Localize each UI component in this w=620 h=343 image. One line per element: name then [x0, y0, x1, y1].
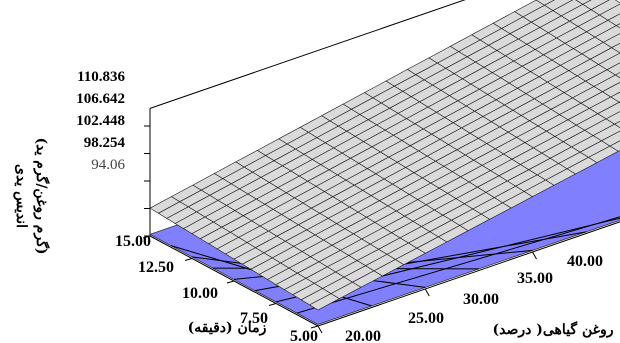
oil-tick-mark: [317, 325, 323, 334]
time-tick-label: 5.00: [290, 328, 318, 343]
oil-axis-ticks: 20.00 25.00 30.00 35.00 40.00: [345, 253, 603, 343]
contour-line: [296, 216, 620, 314]
oil-tick-mark: [532, 251, 537, 260]
surface-cell: [613, 120, 620, 128]
oil-tick-label: 40.00: [567, 253, 603, 270]
z-axis-title-unit: (گرم روغن/گرم ید): [33, 138, 50, 255]
oil-tick-label: 20.00: [345, 328, 381, 343]
oil-tick-label: 25.00: [408, 310, 444, 327]
z-tick-label: 110.836: [77, 69, 125, 85]
time-tick-mark: [184, 258, 193, 261]
time-tick-mark: [268, 303, 277, 306]
z-tick-label: 98.254: [84, 135, 126, 151]
box-edge: [149, 0, 466, 109]
time-tick-mark: [226, 280, 235, 284]
oil-axis-title: روغن گیاهی( درصد): [493, 321, 614, 338]
surface-cell: [615, 23, 620, 29]
oil-tick-label: 35.00: [517, 270, 553, 287]
z-tick-label: 102.448: [76, 113, 125, 129]
surface-cell: [614, 72, 620, 79]
time-tick-mark: [310, 325, 319, 329]
z-axis-ticks: 110.836 106.642 102.448 98.254 94.06: [76, 69, 125, 173]
oil-tick-label: 30.00: [463, 291, 499, 308]
time-axis-title: زمان (دقیقه): [188, 320, 267, 336]
z-axis-title: اندیس یدی: [13, 164, 29, 228]
time-tick-label: 15.00: [115, 233, 151, 250]
z-tick-label: 94.06: [91, 157, 125, 173]
surface-cell: [308, 293, 341, 311]
time-tick-label: 7.50: [240, 310, 268, 327]
oil-tick-mark: [424, 288, 430, 297]
response-surface: [149, 0, 620, 311]
time-tick-label: 10.00: [182, 285, 218, 302]
axis-box: [142, 0, 620, 334]
time-tick-label: 12.50: [138, 259, 174, 276]
time-axis-ticks: 15.00 12.50 10.00 7.50 5.00: [115, 233, 318, 343]
z-tick-label: 106.642: [76, 91, 125, 107]
